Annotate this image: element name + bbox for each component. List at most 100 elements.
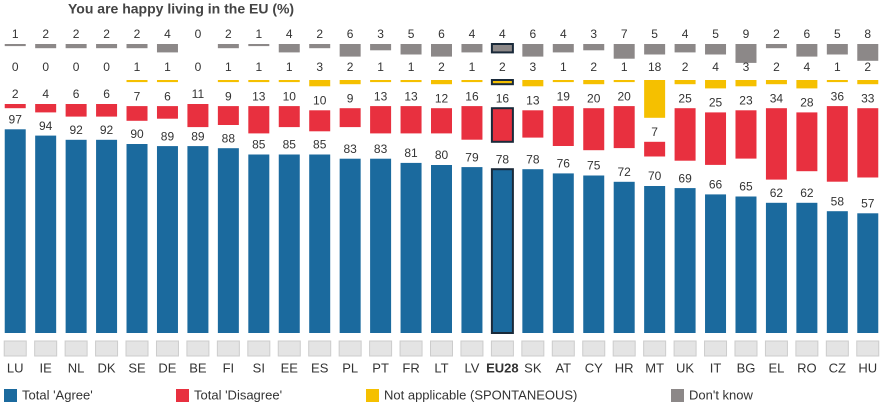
value-label: 57 <box>861 196 875 210</box>
bar <box>4 129 26 333</box>
value-label: 2 <box>773 27 780 41</box>
value-label: 11 <box>192 87 205 101</box>
value-label: 0 <box>195 60 202 74</box>
bar <box>370 44 392 51</box>
value-label: 2 <box>42 27 49 41</box>
bar <box>400 44 422 55</box>
x-tick-label: EL <box>768 360 784 375</box>
bar <box>431 165 452 333</box>
value-label: 25 <box>678 91 692 105</box>
x-tick-label: LU <box>7 360 24 375</box>
value-label: 89 <box>161 129 175 143</box>
value-label: 1 <box>225 60 232 74</box>
bar <box>309 80 331 87</box>
bar <box>339 158 361 333</box>
x-tick-label: EE <box>281 360 299 375</box>
value-label: 4 <box>560 27 567 41</box>
value-label: 13 <box>374 89 388 103</box>
value-label: 0 <box>103 60 110 74</box>
value-label: 62 <box>800 186 814 200</box>
value-label: 72 <box>618 165 632 179</box>
value-label: 4 <box>712 60 719 74</box>
legend-label: Total 'Disagree' <box>194 387 282 402</box>
bar <box>126 144 148 333</box>
value-label: 33 <box>861 91 875 105</box>
value-label: 3 <box>743 60 750 74</box>
bar <box>339 44 361 57</box>
value-label: 2 <box>773 60 780 74</box>
bar <box>65 139 87 333</box>
bar <box>217 44 239 49</box>
chart-title: You are happy living in the EU (%) <box>68 1 294 17</box>
flag <box>95 340 119 357</box>
value-label: 7 <box>134 89 141 103</box>
flag <box>825 340 849 357</box>
bar <box>765 108 787 180</box>
value-label: 97 <box>9 112 23 126</box>
bar <box>126 106 148 121</box>
value-label: 62 <box>770 186 784 200</box>
value-label: 81 <box>404 146 418 160</box>
bar <box>796 112 818 172</box>
x-tick-label: AT <box>555 360 571 375</box>
value-label: 6 <box>73 87 80 101</box>
value-label: 2 <box>590 60 597 74</box>
value-label: 4 <box>42 87 49 101</box>
bar <box>522 80 544 87</box>
value-label: 88 <box>222 131 236 145</box>
value-label: 69 <box>678 171 692 185</box>
bar <box>156 106 178 119</box>
value-label: 2 <box>73 27 80 41</box>
x-tick-label: IT <box>710 360 722 375</box>
bar <box>217 148 239 333</box>
x-tick-label: MT <box>645 360 664 375</box>
bar <box>96 44 118 49</box>
value-label: 85 <box>313 138 327 152</box>
bar <box>490 168 514 334</box>
bar <box>583 108 605 151</box>
flag <box>247 340 271 357</box>
bar <box>826 211 848 333</box>
x-tick-label: IE <box>40 360 53 375</box>
x-tick-label: EU28 <box>486 360 519 375</box>
flag <box>430 340 453 357</box>
bar <box>400 80 422 83</box>
legend-label: Total 'Agree' <box>22 387 93 402</box>
x-tick-label: DE <box>158 360 176 375</box>
value-label: 13 <box>526 93 540 107</box>
flag <box>338 340 362 357</box>
value-label: 2 <box>347 60 354 74</box>
bar <box>248 44 270 47</box>
x-tick-label: HU <box>858 360 877 375</box>
bar <box>35 44 57 49</box>
x-tick-label: FI <box>223 360 235 375</box>
flag <box>612 340 636 357</box>
flag <box>551 340 575 357</box>
value-label: 20 <box>618 89 632 103</box>
value-label: 5 <box>834 27 841 41</box>
value-label: 1 <box>408 60 415 74</box>
bar <box>583 44 605 51</box>
bar <box>705 44 727 55</box>
bar <box>461 167 483 333</box>
value-label: 4 <box>499 27 506 41</box>
x-tick-label: PL <box>342 360 358 375</box>
value-label: 0 <box>195 27 202 41</box>
bar <box>96 104 118 117</box>
bar <box>339 108 361 128</box>
bar <box>400 162 422 333</box>
bar <box>278 154 300 333</box>
value-label: 4 <box>804 60 811 74</box>
bar <box>4 104 26 109</box>
bar <box>35 104 57 113</box>
value-label: 1 <box>12 27 19 41</box>
value-label: 0 <box>73 60 80 74</box>
bar <box>735 110 757 159</box>
bar <box>552 80 574 83</box>
value-label: 3 <box>377 27 384 41</box>
flag <box>673 340 697 357</box>
value-label: 1 <box>255 27 262 41</box>
bar <box>826 80 848 83</box>
value-label: 7 <box>621 27 628 41</box>
